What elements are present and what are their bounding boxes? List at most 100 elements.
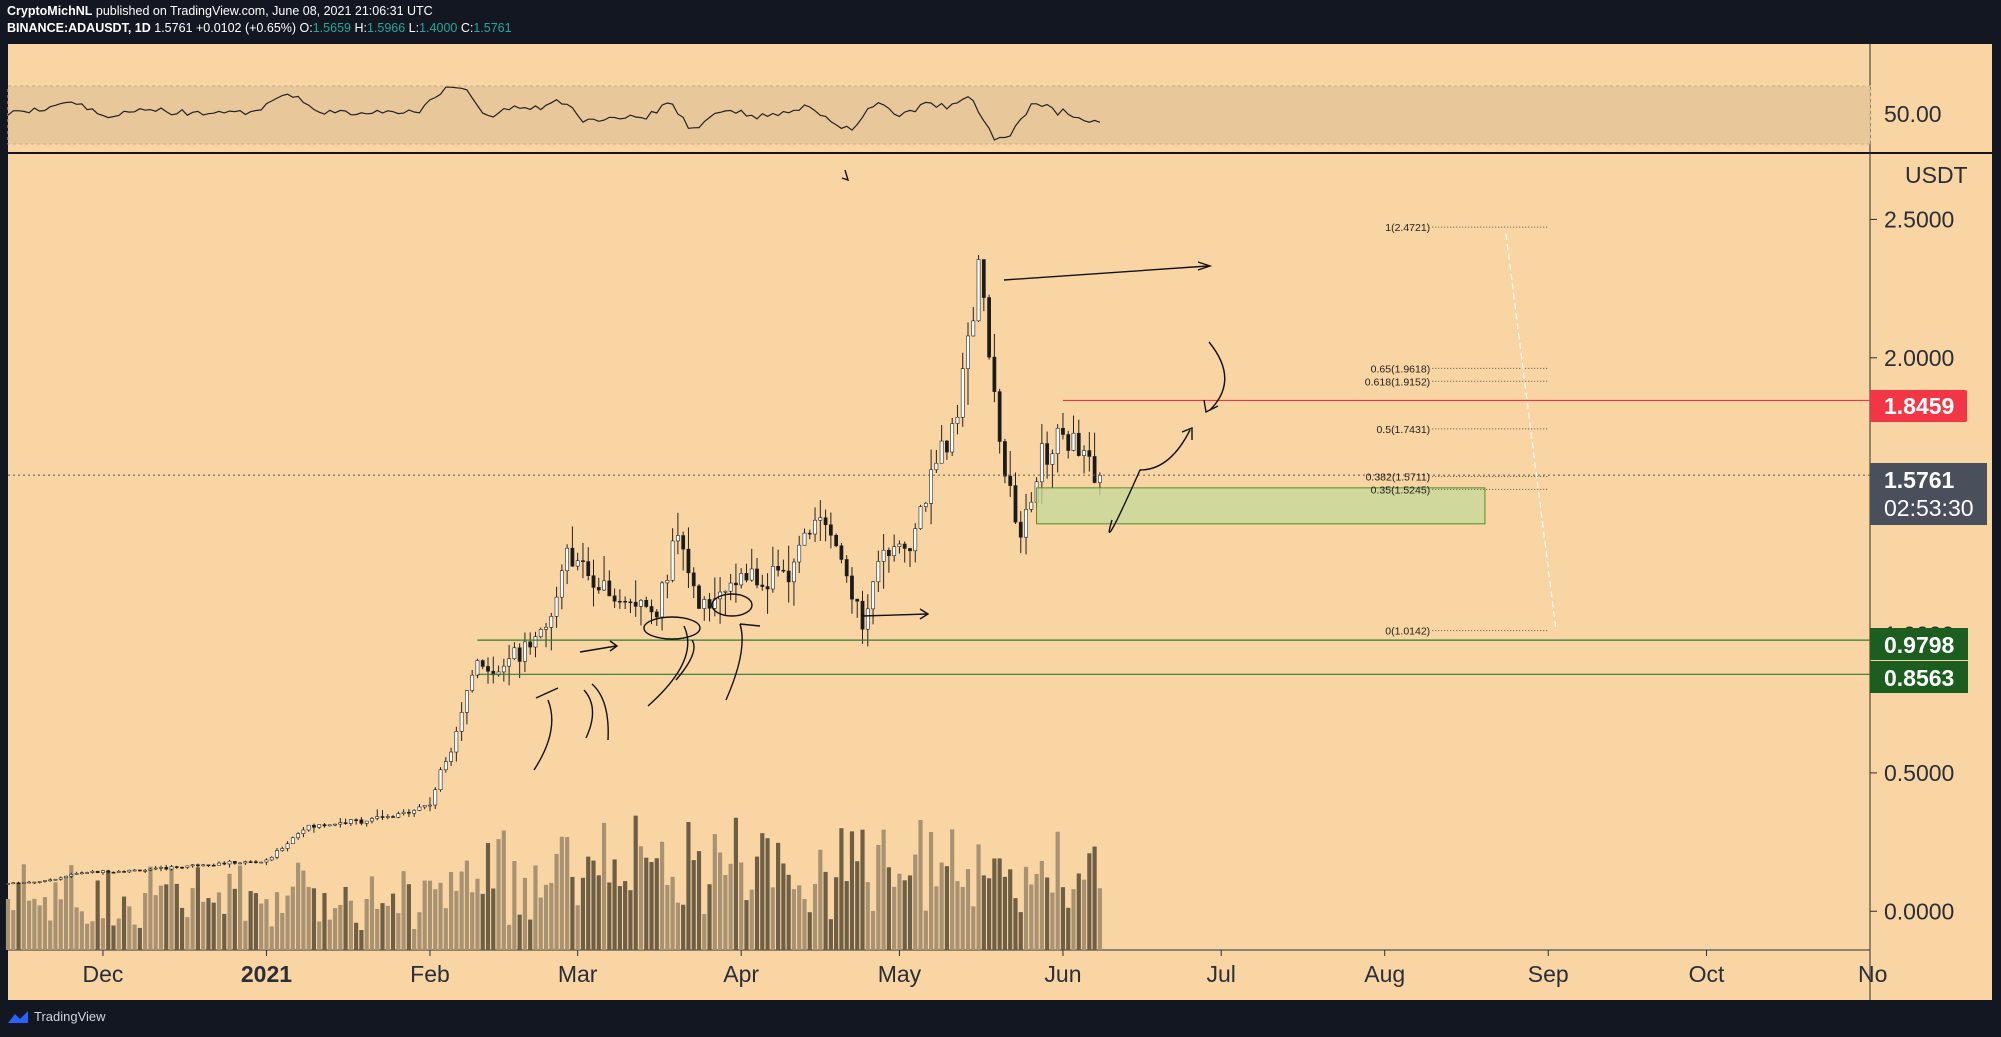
candle-body: [691, 572, 696, 587]
last-price: 1.5761: [154, 21, 193, 35]
candle-body: [734, 582, 738, 586]
support-tag-high-label: 0.9798: [1884, 632, 1955, 658]
volume-bar: [480, 893, 485, 950]
volume-bar: [354, 922, 359, 950]
candle-body: [1003, 441, 1007, 477]
curve-up-3: [591, 683, 609, 741]
candle-body: [565, 547, 570, 572]
candle-body: [148, 868, 153, 871]
volume-bar: [364, 898, 369, 950]
symbol-label: BINANCE:ADAUSDT, 1D: [7, 21, 151, 35]
volume-bar: [1018, 912, 1023, 950]
volume-bar: [823, 871, 828, 950]
fibonacci-retracement[interactable]: 1(2.4721) 0.65(1.9618)0.618(1.9152) 0.5(1.…: [1365, 222, 1549, 638]
volume-bar: [16, 882, 21, 950]
volume-bar: [42, 897, 48, 950]
volume-bar: [359, 929, 364, 950]
volume-bar: [433, 889, 438, 950]
candle-body: [417, 806, 422, 811]
candle-body: [243, 861, 248, 864]
candle-body: [665, 579, 670, 584]
volume-bar: [733, 817, 739, 950]
volume-bar: [844, 881, 849, 950]
tradingview-logo[interactable]: TradingView: [7, 1009, 106, 1024]
candle-body: [581, 560, 585, 562]
volume-bar: [870, 910, 876, 950]
volume-bar: [812, 883, 818, 950]
volume-bar: [464, 860, 469, 950]
candle-body: [180, 866, 184, 869]
candle-body: [6, 883, 10, 885]
volume-bar: [470, 892, 475, 950]
candle-body: [407, 811, 411, 814]
support-tag-low-label: 0.8563: [1884, 665, 1954, 691]
support-tag-high: 0.9798: [1870, 628, 1968, 660]
volume-bar: [253, 893, 258, 950]
volume-bar: [475, 878, 480, 950]
fib-level-label: 0.35(1.5245): [1371, 484, 1431, 496]
candle-body: [1061, 427, 1065, 435]
candle-body: [159, 867, 163, 869]
volume-bar: [227, 873, 232, 950]
volume-bar: [1081, 879, 1087, 950]
price-tick-label: 0.5000: [1884, 760, 1954, 786]
candle-body: [385, 816, 390, 818]
volume-bar: [987, 878, 992, 950]
volume-bar: [554, 853, 559, 950]
volume-bar: [11, 910, 16, 950]
candle-body: [929, 469, 933, 504]
candle-body: [681, 535, 686, 550]
volume-bar: [417, 912, 422, 950]
time-tick-label: 2021: [241, 961, 292, 987]
author-name[interactable]: CryptoMichNL: [7, 4, 93, 18]
volume-bar: [570, 876, 575, 950]
resistance-tag: 1.8459: [1870, 390, 1967, 422]
arrow-head: [1203, 399, 1219, 414]
close-label: C:: [460, 21, 474, 35]
volume-bar: [448, 871, 454, 950]
volume-bar: [232, 888, 237, 950]
volume-bar: [659, 841, 665, 950]
candle-body: [1066, 434, 1071, 451]
candle-body: [628, 601, 633, 604]
volume-bar: [248, 891, 253, 950]
candle-body: [32, 881, 37, 884]
currency-label: USDT: [1905, 162, 1968, 188]
candle-body: [396, 813, 401, 818]
volume-bar: [274, 892, 280, 950]
volume-bar: [559, 836, 564, 950]
candle-body: [1039, 443, 1044, 483]
candle-body: [744, 573, 749, 581]
volume-bar: [839, 828, 844, 950]
candle-body: [913, 528, 918, 552]
candle-body: [401, 811, 406, 814]
current-price-tag-label: 1.5761: [1884, 467, 1955, 493]
volume-bar: [280, 913, 285, 950]
candle-body: [343, 822, 348, 824]
volume-bar: [522, 877, 528, 950]
bar-countdown: 02:53:30: [1884, 495, 1974, 521]
candle-body: [169, 866, 174, 870]
arrow-right-top: [1003, 265, 1209, 281]
price-change: +0.0102 (+0.65%): [195, 21, 297, 35]
open-label: O:: [299, 21, 313, 35]
candle-body: [465, 690, 469, 713]
arrow-head: [919, 608, 930, 620]
volume-bar: [501, 830, 506, 950]
candle-body: [11, 882, 16, 885]
volume-bar: [427, 880, 433, 950]
candle-body: [834, 534, 839, 547]
curve-up-6: [725, 623, 743, 701]
volume-bar: [85, 923, 90, 950]
volume-bar: [406, 884, 411, 950]
fib-level-label: 1(2.4721): [1385, 222, 1430, 234]
candle-body: [190, 864, 195, 867]
candle-body: [723, 590, 728, 593]
volume-bar: [712, 834, 717, 950]
volume-bar: [765, 838, 770, 950]
volume-bar: [459, 871, 464, 950]
volume-bar: [770, 887, 775, 950]
candle-body: [770, 566, 775, 590]
candle-body: [48, 879, 53, 882]
